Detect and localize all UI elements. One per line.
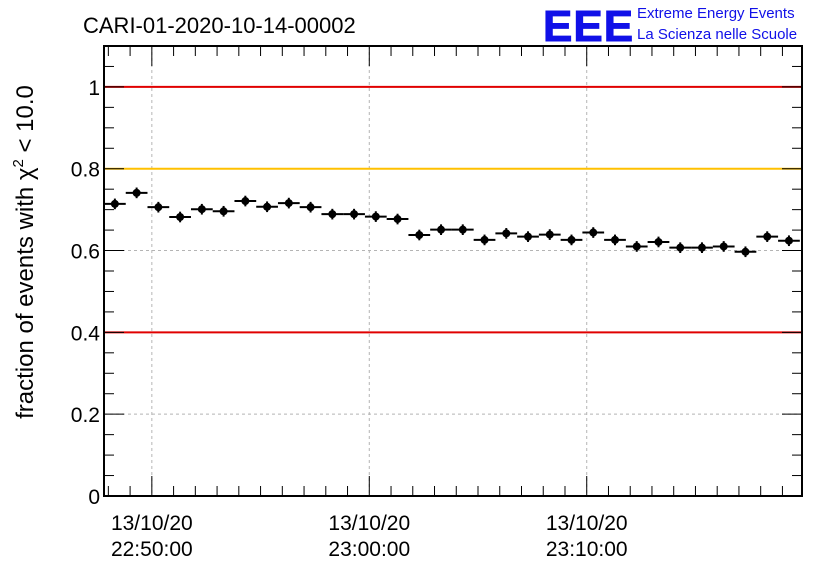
data-point	[104, 198, 126, 210]
point-marker	[502, 229, 511, 238]
data-point	[125, 187, 148, 199]
data-point	[147, 201, 170, 213]
point-marker	[241, 197, 250, 206]
data-point	[647, 236, 670, 248]
point-marker	[676, 243, 685, 252]
x-axis-ticks: 13/10/20 22:50:00 13/10/20 23:00:00 13/10/20…	[107, 46, 783, 561]
data-point	[451, 224, 474, 235]
point-marker	[741, 247, 750, 256]
point-marker	[697, 243, 706, 252]
point-marker	[154, 203, 163, 212]
x-tick-label-date: 13/10/20	[111, 512, 193, 535]
point-marker	[654, 237, 663, 246]
x-tick-label-date: 13/10/20	[546, 512, 628, 535]
point-marker	[328, 210, 337, 219]
point-marker	[176, 213, 185, 221]
data-point	[212, 205, 235, 217]
grid-lines	[104, 46, 802, 496]
y-axis-ticks: 0 0.2 0.4 0.6 0.8 1	[71, 45, 802, 509]
y-tick-label: 0.2	[71, 404, 100, 427]
data-point	[408, 229, 431, 241]
data-point	[756, 231, 779, 242]
x-tick-label-time: 22:50:00	[111, 538, 193, 561]
point-marker	[219, 207, 228, 216]
point-marker	[545, 230, 554, 239]
y-axis-label-prefix: fraction of events with	[12, 180, 39, 419]
data-point	[734, 246, 757, 258]
point-marker	[763, 232, 772, 241]
point-marker	[306, 203, 315, 212]
y-axis-label: fraction of events with χ2 < 10.0	[10, 85, 39, 419]
data-point	[495, 228, 518, 239]
data-point	[604, 234, 626, 246]
data-point	[169, 211, 191, 223]
y-tick-label: 0.6	[71, 241, 100, 264]
point-marker	[589, 228, 598, 237]
point-marker	[393, 215, 402, 224]
data-point	[190, 203, 213, 215]
data-point	[625, 241, 648, 252]
data-series	[104, 187, 800, 258]
y-axis-label-suffix: < 10.0	[12, 85, 39, 159]
point-marker	[350, 210, 359, 219]
point-marker	[719, 242, 728, 251]
point-marker	[132, 188, 141, 197]
logo-line-1: Extreme Energy Events	[637, 5, 795, 22]
chart-title: CARI-01-2020-10-14-00002	[83, 13, 356, 38]
point-marker	[632, 242, 641, 251]
data-point	[778, 235, 800, 247]
point-marker	[437, 225, 446, 234]
point-marker	[524, 232, 533, 241]
point-marker	[480, 235, 489, 244]
data-point	[343, 208, 365, 220]
plot-frame	[103, 45, 803, 497]
data-point	[560, 234, 583, 246]
data-point	[277, 197, 300, 209]
point-marker	[415, 231, 424, 239]
y-tick-label: 0	[88, 486, 100, 509]
y-tick-label: 0.4	[71, 322, 101, 345]
x-tick-label-date: 13/10/20	[328, 512, 410, 535]
data-point	[538, 229, 561, 240]
reference-lines	[104, 85, 802, 334]
data-point	[691, 242, 713, 253]
eee-logo: EEE Extreme Energy Events La Scienza nel…	[543, 2, 798, 52]
x-tick-label-time: 23:10:00	[546, 538, 628, 561]
y-axis-label-symbol: χ	[12, 167, 39, 180]
data-point	[669, 242, 692, 253]
point-marker	[567, 235, 576, 244]
point-marker	[371, 212, 380, 221]
data-point	[256, 201, 278, 213]
x-tick-label-time: 23:00:00	[328, 538, 410, 561]
plot-frame-rect	[103, 45, 803, 497]
logo-line-2: La Scienza nelle Scuole	[637, 26, 797, 43]
data-point	[234, 195, 257, 207]
data-point	[473, 234, 496, 246]
point-marker	[610, 235, 619, 244]
point-marker	[263, 202, 272, 211]
data-point	[299, 201, 322, 213]
data-point	[430, 224, 452, 235]
data-point	[386, 213, 409, 225]
y-tick-label: 0.8	[71, 159, 100, 182]
data-point	[712, 241, 735, 252]
point-marker	[197, 205, 206, 214]
data-point	[364, 211, 387, 222]
y-axis-label-superscript: 2	[10, 159, 27, 167]
data-point	[517, 231, 539, 242]
point-marker	[784, 236, 793, 245]
point-marker	[110, 199, 119, 208]
point-marker	[284, 199, 293, 208]
data-point	[321, 208, 344, 220]
y-tick-label: 1	[88, 77, 100, 100]
point-marker	[458, 225, 467, 234]
logo-mark: EEE	[543, 2, 634, 51]
data-point	[582, 227, 605, 238]
